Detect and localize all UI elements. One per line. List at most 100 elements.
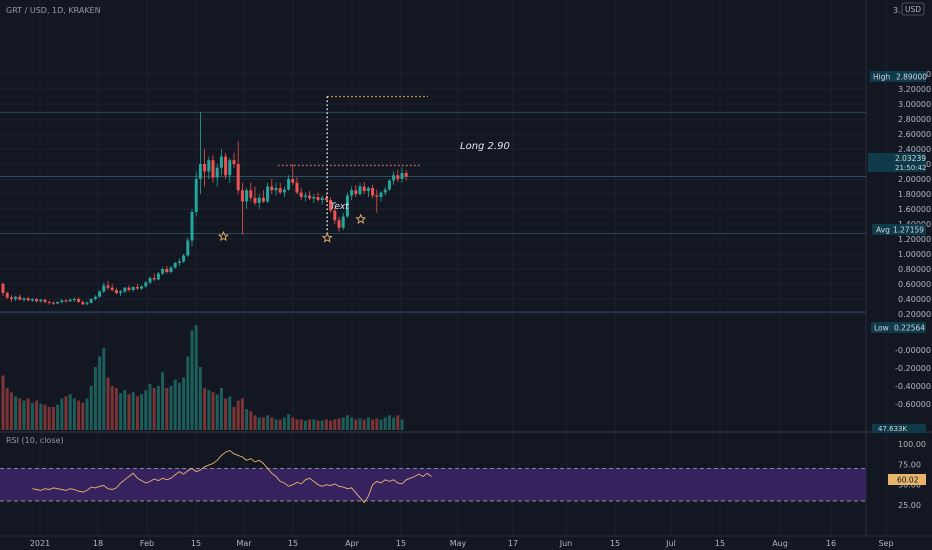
time-tick[interactable]: Jul xyxy=(665,539,676,548)
candle[interactable] xyxy=(366,186,370,198)
candle[interactable] xyxy=(219,149,223,176)
candle[interactable] xyxy=(207,156,211,180)
candle[interactable] xyxy=(341,212,345,230)
candle[interactable] xyxy=(316,192,320,202)
candle[interactable] xyxy=(387,179,391,191)
candle[interactable] xyxy=(89,298,93,304)
candle[interactable] xyxy=(215,164,219,187)
candle[interactable] xyxy=(81,300,85,306)
candle[interactable] xyxy=(303,192,307,202)
time-tick[interactable]: 15 xyxy=(191,539,201,548)
candle[interactable] xyxy=(68,298,72,302)
candle[interactable] xyxy=(35,298,39,303)
candle[interactable] xyxy=(39,299,43,303)
candle[interactable] xyxy=(190,209,194,247)
candle[interactable] xyxy=(161,267,165,276)
candle[interactable] xyxy=(72,297,76,303)
candle[interactable] xyxy=(47,300,51,305)
candle[interactable] xyxy=(127,285,131,292)
candle[interactable] xyxy=(278,182,282,194)
candle[interactable] xyxy=(182,254,186,263)
candle[interactable] xyxy=(30,298,34,302)
time-tick[interactable]: Sep xyxy=(878,539,893,548)
candle[interactable] xyxy=(169,266,173,274)
candle[interactable] xyxy=(266,182,270,203)
candle[interactable] xyxy=(106,281,110,290)
candle[interactable] xyxy=(257,194,261,209)
candle[interactable] xyxy=(56,301,60,305)
candle[interactable] xyxy=(299,188,303,200)
candle[interactable] xyxy=(211,155,215,183)
candle[interactable] xyxy=(379,191,383,202)
candle[interactable] xyxy=(253,186,257,206)
candle[interactable] xyxy=(43,299,47,304)
candle[interactable] xyxy=(93,295,97,301)
candle[interactable] xyxy=(308,191,312,200)
candle[interactable] xyxy=(274,182,278,196)
candle[interactable] xyxy=(232,152,236,168)
rsi-pane[interactable] xyxy=(0,449,866,504)
time-tick[interactable]: Mar xyxy=(236,539,252,548)
candle[interactable] xyxy=(18,294,22,301)
time-tick[interactable]: Aug xyxy=(772,539,788,548)
candle[interactable] xyxy=(198,112,202,194)
long-annotation[interactable]: Long 2.90 xyxy=(460,141,510,152)
candlesticks[interactable] xyxy=(1,112,408,306)
time-tick[interactable]: 15 xyxy=(610,539,620,548)
candle[interactable] xyxy=(77,297,81,303)
drawings[interactable] xyxy=(217,95,428,243)
star-marker[interactable] xyxy=(355,213,367,224)
star-marker[interactable] xyxy=(217,230,229,242)
candle[interactable] xyxy=(362,182,366,194)
candle[interactable] xyxy=(291,164,295,185)
candle[interactable] xyxy=(375,189,379,213)
candle[interactable] xyxy=(165,266,169,274)
text-annotation[interactable]: Text xyxy=(330,202,349,212)
star-marker[interactable] xyxy=(321,232,333,243)
candle[interactable] xyxy=(236,141,240,195)
rsi-line[interactable] xyxy=(32,449,432,504)
candle[interactable] xyxy=(358,182,362,196)
candle[interactable] xyxy=(295,177,299,195)
candle[interactable] xyxy=(64,299,68,303)
candle[interactable] xyxy=(337,216,341,232)
candle[interactable] xyxy=(404,170,408,181)
candle[interactable] xyxy=(110,284,114,292)
time-tick[interactable]: 17 xyxy=(508,539,518,548)
candle[interactable] xyxy=(85,301,89,305)
candle[interactable] xyxy=(345,192,349,219)
candle[interactable] xyxy=(9,295,13,302)
candle[interactable] xyxy=(140,285,144,291)
candle[interactable] xyxy=(51,301,55,305)
time-tick[interactable]: 16 xyxy=(826,539,836,548)
currency-badge[interactable]: USD xyxy=(905,5,921,14)
time-tick[interactable]: Jun xyxy=(559,539,573,548)
candle[interactable] xyxy=(152,273,156,282)
candle[interactable] xyxy=(354,185,358,197)
symbol-legend[interactable]: GRT / USD, 1D, KRAKEN xyxy=(6,6,101,15)
candle[interactable] xyxy=(249,182,253,202)
candle[interactable] xyxy=(102,282,106,294)
candle[interactable] xyxy=(329,197,333,213)
candle[interactable] xyxy=(287,175,291,191)
time-tick[interactable]: 18 xyxy=(93,539,103,548)
candle[interactable] xyxy=(282,186,286,198)
currency-badge-frame[interactable] xyxy=(901,2,925,16)
candle[interactable] xyxy=(131,286,135,292)
candle[interactable] xyxy=(60,299,64,304)
candle[interactable] xyxy=(261,190,265,203)
time-tick[interactable]: Feb xyxy=(140,539,154,548)
candle[interactable] xyxy=(156,272,160,281)
time-tick[interactable]: 2021 xyxy=(30,539,50,548)
candle[interactable] xyxy=(1,282,5,297)
candle[interactable] xyxy=(240,182,244,235)
candle[interactable] xyxy=(14,296,18,302)
candle[interactable] xyxy=(177,258,181,267)
candle[interactable] xyxy=(333,207,337,225)
candle[interactable] xyxy=(324,194,328,202)
candle[interactable] xyxy=(371,185,375,199)
candle[interactable] xyxy=(228,158,232,183)
candle[interactable] xyxy=(119,290,123,296)
candle[interactable] xyxy=(224,152,228,179)
